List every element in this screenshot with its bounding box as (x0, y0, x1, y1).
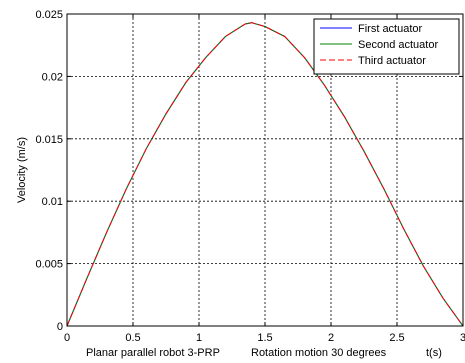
x-tick-label: 0.5 (125, 332, 140, 344)
legend-label-1: First actuator (358, 23, 423, 35)
x-tick-labels: 0 0.5 1 1.5 2 2.5 3 (64, 332, 465, 344)
y-tick-labels: 0 0.005 0.01 0.015 0.02 0.025 (35, 9, 63, 333)
y-tick-label: 0.005 (35, 259, 63, 271)
tick-marks (66, 13, 464, 327)
x-tick-label: 3 (460, 332, 465, 344)
x-tick-label: 2 (328, 332, 334, 344)
y-tick-label: 0.01 (42, 196, 63, 208)
x-tick-label: 2.5 (389, 332, 404, 344)
series-layer (66, 22, 464, 327)
x-tick-label: 1 (196, 332, 202, 344)
series-line-3 (66, 22, 464, 327)
y-axis-label: Velocity (m/s) (16, 137, 28, 203)
legend-label-2: Second actuator (358, 39, 438, 51)
x-label-robot: Planar parallel robot 3-PRP (86, 347, 220, 359)
x-tick-label: 1.5 (257, 332, 272, 344)
x-label-motion: Rotation motion 30 degrees (251, 347, 387, 359)
y-tick-label: 0.02 (42, 71, 63, 83)
y-tick-label: 0.015 (35, 134, 63, 146)
y-tick-label: 0 (57, 321, 63, 333)
legend: First actuator Second actuator Third actua… (313, 18, 460, 75)
y-tick-label: 0.025 (35, 9, 63, 21)
x-label-time: t(s) (426, 347, 442, 359)
legend-label-3: Third actuator (358, 55, 426, 67)
x-tick-label: 0 (64, 332, 70, 344)
